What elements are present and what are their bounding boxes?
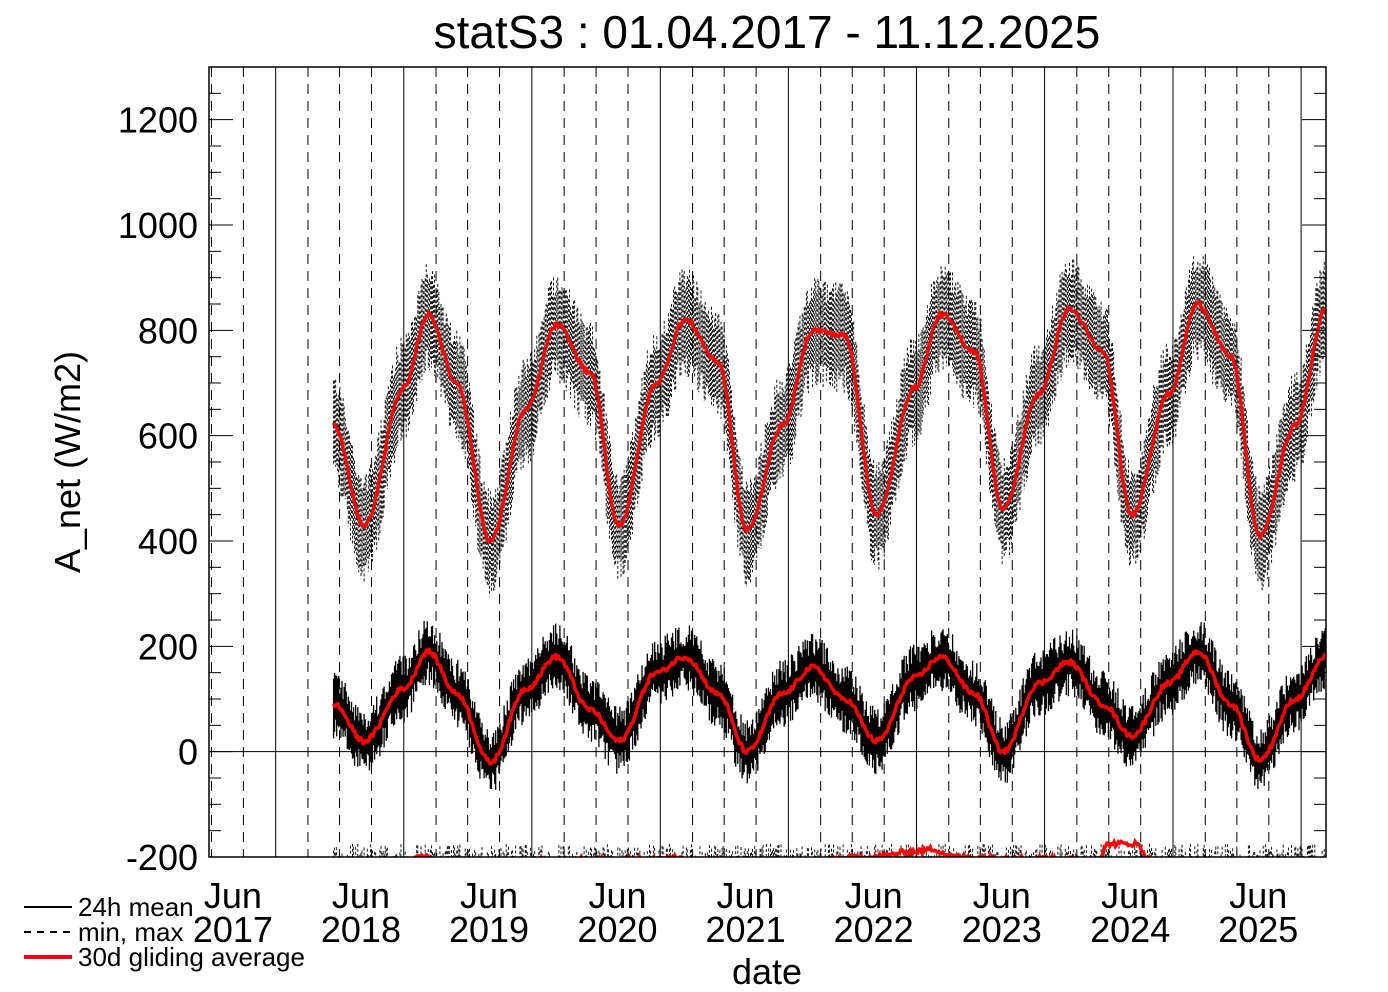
x-axis-label: date xyxy=(732,951,802,992)
gliding-average-line-gliding-mean xyxy=(332,647,1326,766)
x-tick-label-year: 2022 xyxy=(834,909,914,950)
x-tick-label-year: 2019 xyxy=(449,909,529,950)
y-axis-label: A_net (W/m2) xyxy=(47,351,88,573)
x-axis-ticks: Jun2017Jun2018Jun2019Jun2020Jun2021Jun20… xyxy=(193,875,1299,950)
x-tick-label-month: Jun xyxy=(460,875,518,916)
y-tick-label: 400 xyxy=(138,521,198,562)
chart-title: statS3 : 01.04.2017 - 11.12.2025 xyxy=(434,6,1101,58)
legend: 24h mean min, max 30d gliding average xyxy=(24,892,305,972)
gliding-average-line-gliding-max xyxy=(332,300,1326,544)
x-tick-label-month: Jun xyxy=(973,875,1031,916)
y-tick-label: 800 xyxy=(138,310,198,351)
x-tick-label-month: Jun xyxy=(845,875,903,916)
data-series xyxy=(332,256,1326,857)
x-tick-label-year: 2021 xyxy=(706,909,786,950)
x-tick-label-year: 2017 xyxy=(193,909,273,950)
y-tick-label: 600 xyxy=(138,416,198,457)
y-tick-label: -200 xyxy=(126,837,198,878)
x-tick-label-month: Jun xyxy=(1101,875,1159,916)
y-tick-label: 0 xyxy=(178,732,198,773)
x-tick-label-year: 2020 xyxy=(577,909,657,950)
x-tick-label-year: 2025 xyxy=(1218,909,1298,950)
legend-label-30d-gliding-average: 30d gliding average xyxy=(78,942,305,972)
y-axis-ticks: -200 0 200 400 600 800 1000 1200 xyxy=(118,66,1326,878)
y-tick-label: 1200 xyxy=(118,100,198,141)
x-tick-label-month: Jun xyxy=(588,875,646,916)
y-tick-label: 200 xyxy=(138,626,198,667)
x-tick-label-month: Jun xyxy=(332,875,390,916)
x-tick-label-month: Jun xyxy=(1229,875,1287,916)
x-tick-label-month: Jun xyxy=(717,875,775,916)
legend-label-min-max: min, max xyxy=(78,917,183,947)
x-tick-label-year: 2023 xyxy=(962,909,1042,950)
y-tick-label: 1000 xyxy=(118,205,198,246)
x-tick-label-year: 2024 xyxy=(1090,909,1170,950)
x-tick-label-month: Jun xyxy=(204,875,262,916)
x-tick-label-year: 2018 xyxy=(321,909,401,950)
legend-label-24h-mean: 24h mean xyxy=(78,892,194,922)
